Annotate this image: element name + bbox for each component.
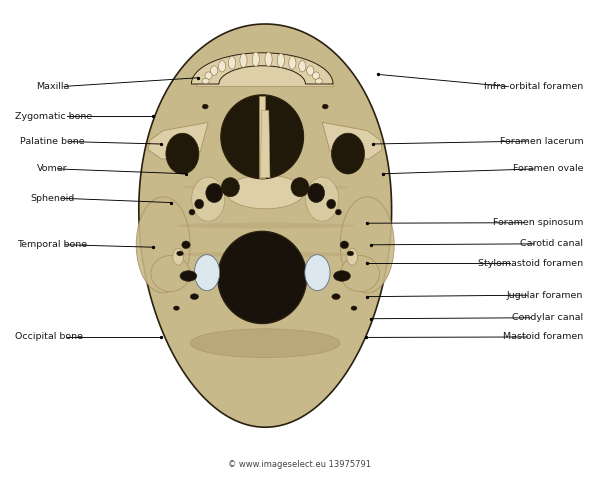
Ellipse shape: [211, 66, 218, 75]
Text: Palatine bone: Palatine bone: [20, 137, 85, 146]
Ellipse shape: [347, 249, 358, 265]
Ellipse shape: [299, 60, 306, 72]
Text: Maxilla: Maxilla: [36, 82, 70, 91]
Ellipse shape: [332, 133, 365, 174]
Ellipse shape: [221, 95, 304, 179]
Polygon shape: [191, 53, 333, 84]
Polygon shape: [259, 96, 265, 178]
Ellipse shape: [182, 241, 190, 249]
Polygon shape: [148, 122, 208, 159]
Text: Stylomastoid foramen: Stylomastoid foramen: [478, 259, 583, 267]
Text: Carotid canal: Carotid canal: [520, 240, 583, 248]
Ellipse shape: [277, 53, 284, 67]
Text: Vomer: Vomer: [37, 165, 68, 173]
Ellipse shape: [308, 183, 325, 203]
Text: © www.imageselect.eu 13975791: © www.imageselect.eu 13975791: [229, 460, 371, 469]
Ellipse shape: [202, 104, 208, 109]
Ellipse shape: [307, 66, 314, 75]
Ellipse shape: [136, 197, 190, 293]
Ellipse shape: [240, 53, 247, 67]
Ellipse shape: [322, 104, 328, 109]
Ellipse shape: [265, 52, 272, 66]
Ellipse shape: [206, 183, 223, 203]
Text: Occipital bone: Occipital bone: [15, 333, 83, 341]
Polygon shape: [196, 59, 334, 86]
Ellipse shape: [351, 306, 357, 310]
Text: Sphenoid: Sphenoid: [30, 194, 74, 203]
Text: Temporal bone: Temporal bone: [17, 240, 87, 249]
Ellipse shape: [194, 254, 220, 290]
Ellipse shape: [151, 255, 190, 291]
Text: Infra-orbital foramen: Infra-orbital foramen: [484, 82, 583, 91]
Ellipse shape: [252, 52, 259, 66]
Ellipse shape: [190, 294, 199, 300]
Ellipse shape: [315, 78, 322, 84]
Polygon shape: [260, 110, 270, 178]
Ellipse shape: [229, 57, 236, 69]
Ellipse shape: [291, 178, 309, 197]
Ellipse shape: [190, 329, 340, 358]
Ellipse shape: [173, 306, 179, 310]
Ellipse shape: [189, 209, 195, 215]
Ellipse shape: [335, 209, 341, 215]
Ellipse shape: [305, 254, 330, 290]
Ellipse shape: [175, 223, 355, 228]
Ellipse shape: [181, 252, 349, 257]
Ellipse shape: [226, 175, 304, 209]
Ellipse shape: [195, 199, 204, 209]
Ellipse shape: [181, 184, 349, 190]
Polygon shape: [322, 122, 382, 159]
Text: Foramen lacerum: Foramen lacerum: [500, 137, 583, 145]
Ellipse shape: [180, 271, 197, 281]
Ellipse shape: [221, 178, 239, 197]
Polygon shape: [139, 24, 392, 427]
Ellipse shape: [218, 60, 226, 72]
Text: Mastoid foramen: Mastoid foramen: [503, 333, 583, 341]
Ellipse shape: [332, 294, 340, 300]
Ellipse shape: [347, 251, 354, 256]
Ellipse shape: [192, 177, 224, 221]
Text: Jugular foramen: Jugular foramen: [507, 291, 583, 300]
Ellipse shape: [341, 255, 380, 291]
Ellipse shape: [177, 251, 184, 256]
Text: Foramen spinosum: Foramen spinosum: [493, 218, 583, 227]
Text: Foramen ovale: Foramen ovale: [512, 165, 583, 173]
Ellipse shape: [173, 249, 184, 265]
Ellipse shape: [334, 271, 350, 281]
Ellipse shape: [306, 177, 339, 221]
Ellipse shape: [327, 199, 336, 209]
Ellipse shape: [205, 72, 212, 79]
Ellipse shape: [218, 231, 307, 324]
Ellipse shape: [289, 57, 296, 69]
Ellipse shape: [202, 78, 209, 84]
Ellipse shape: [312, 72, 319, 79]
Ellipse shape: [340, 197, 394, 293]
Text: Zygomatic bone: Zygomatic bone: [15, 112, 92, 120]
Text: Condylar canal: Condylar canal: [512, 313, 583, 322]
Ellipse shape: [166, 133, 199, 174]
Ellipse shape: [340, 241, 349, 249]
